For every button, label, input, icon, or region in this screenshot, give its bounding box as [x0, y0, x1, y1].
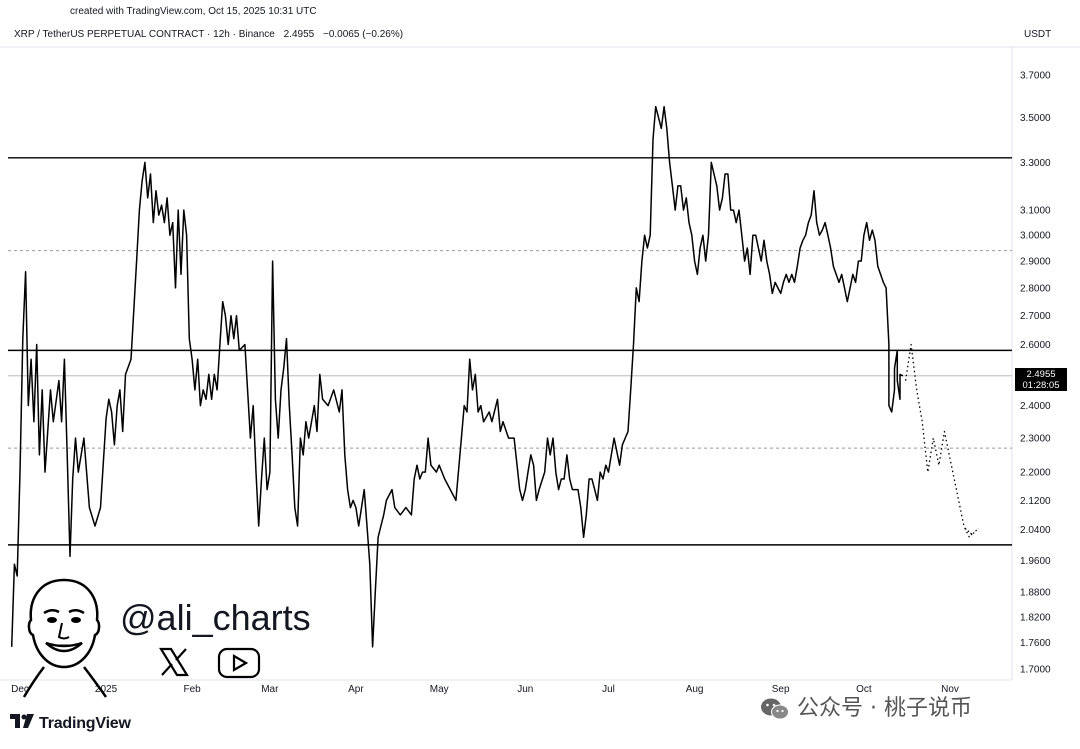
y-tick-label: 1.7000: [1020, 665, 1051, 676]
tradingview-wordmark: TradingView: [39, 715, 131, 732]
candle-countdown: 01:28:05: [1022, 380, 1060, 391]
y-tick-label: 1.8800: [1020, 588, 1051, 599]
x-tick-label: May: [430, 684, 449, 695]
y-tick-label: 2.3000: [1020, 434, 1051, 445]
y-tick-label: 2.1200: [1020, 496, 1051, 507]
symbol-label: XRP / TetherUS PERPETUAL CONTRACT · 12h …: [14, 29, 275, 40]
youtube-icon[interactable]: [217, 647, 261, 679]
wechat-account-label: 公众号 · 桃子说币: [797, 696, 972, 721]
price-line: [10, 105, 904, 648]
x-tick-label: Sep: [772, 684, 790, 695]
x-tick-label: Dec: [11, 684, 29, 695]
projection-arrowhead: [964, 528, 979, 536]
created-with-watermark: created with TradingView.com, Oct 15, 20…: [70, 6, 317, 17]
projection-path: [904, 343, 973, 538]
y-tick-label: 2.0400: [1020, 525, 1051, 536]
y-tick-label: 3.3000: [1020, 158, 1051, 169]
y-tick-label: 2.8000: [1020, 283, 1051, 294]
wechat-watermark: 公众号 · 桃子说币: [760, 690, 972, 722]
current-price-value: 2.4955: [1026, 369, 1056, 380]
y-tick-label: 2.2000: [1020, 468, 1051, 479]
y-tick-label: 2.4000: [1020, 401, 1051, 412]
symbol-header: XRP / TetherUS PERPETUAL CONTRACT · 12h …: [14, 29, 409, 40]
y-tick-label: 1.9600: [1020, 556, 1051, 567]
y-tick-label: 3.0000: [1020, 231, 1051, 242]
x-tick-label: Jun: [517, 684, 533, 695]
current-price-tag: 2.4955 01:28:05: [1015, 368, 1067, 391]
y-tick-label: 2.9000: [1020, 257, 1051, 268]
x-tick-label: Jul: [602, 684, 615, 695]
tradingview-mark-icon: [10, 714, 34, 733]
currency-label: USDT: [1024, 29, 1052, 40]
x-tick-label: Feb: [184, 684, 202, 695]
wechat-icon: [760, 696, 797, 721]
x-tick-label: Mar: [261, 684, 279, 695]
price-change: −0.0065 (−0.26%): [323, 29, 404, 40]
y-tick-label: 1.8200: [1020, 612, 1051, 623]
author-handle: @ali_charts: [120, 597, 311, 638]
x-logo-icon[interactable]: [158, 646, 190, 678]
y-tick-label: 3.5000: [1020, 113, 1051, 124]
y-tick-label: 3.7000: [1020, 71, 1051, 82]
x-tick-label: Oct: [856, 684, 872, 695]
x-tick-label: 2025: [95, 684, 118, 695]
x-tick-label: Nov: [941, 684, 959, 695]
y-tick-label: 2.7000: [1020, 311, 1051, 322]
last-price: 2.4955: [283, 29, 315, 40]
tradingview-logo: TradingView: [10, 714, 131, 733]
y-tick-label: 1.7600: [1020, 638, 1051, 649]
x-tick-label: Aug: [686, 684, 704, 695]
y-tick-label: 3.1000: [1020, 206, 1051, 217]
x-tick-label: Apr: [348, 684, 364, 695]
y-tick-label: 2.6000: [1020, 340, 1051, 351]
author-avatar: [22, 578, 108, 698]
